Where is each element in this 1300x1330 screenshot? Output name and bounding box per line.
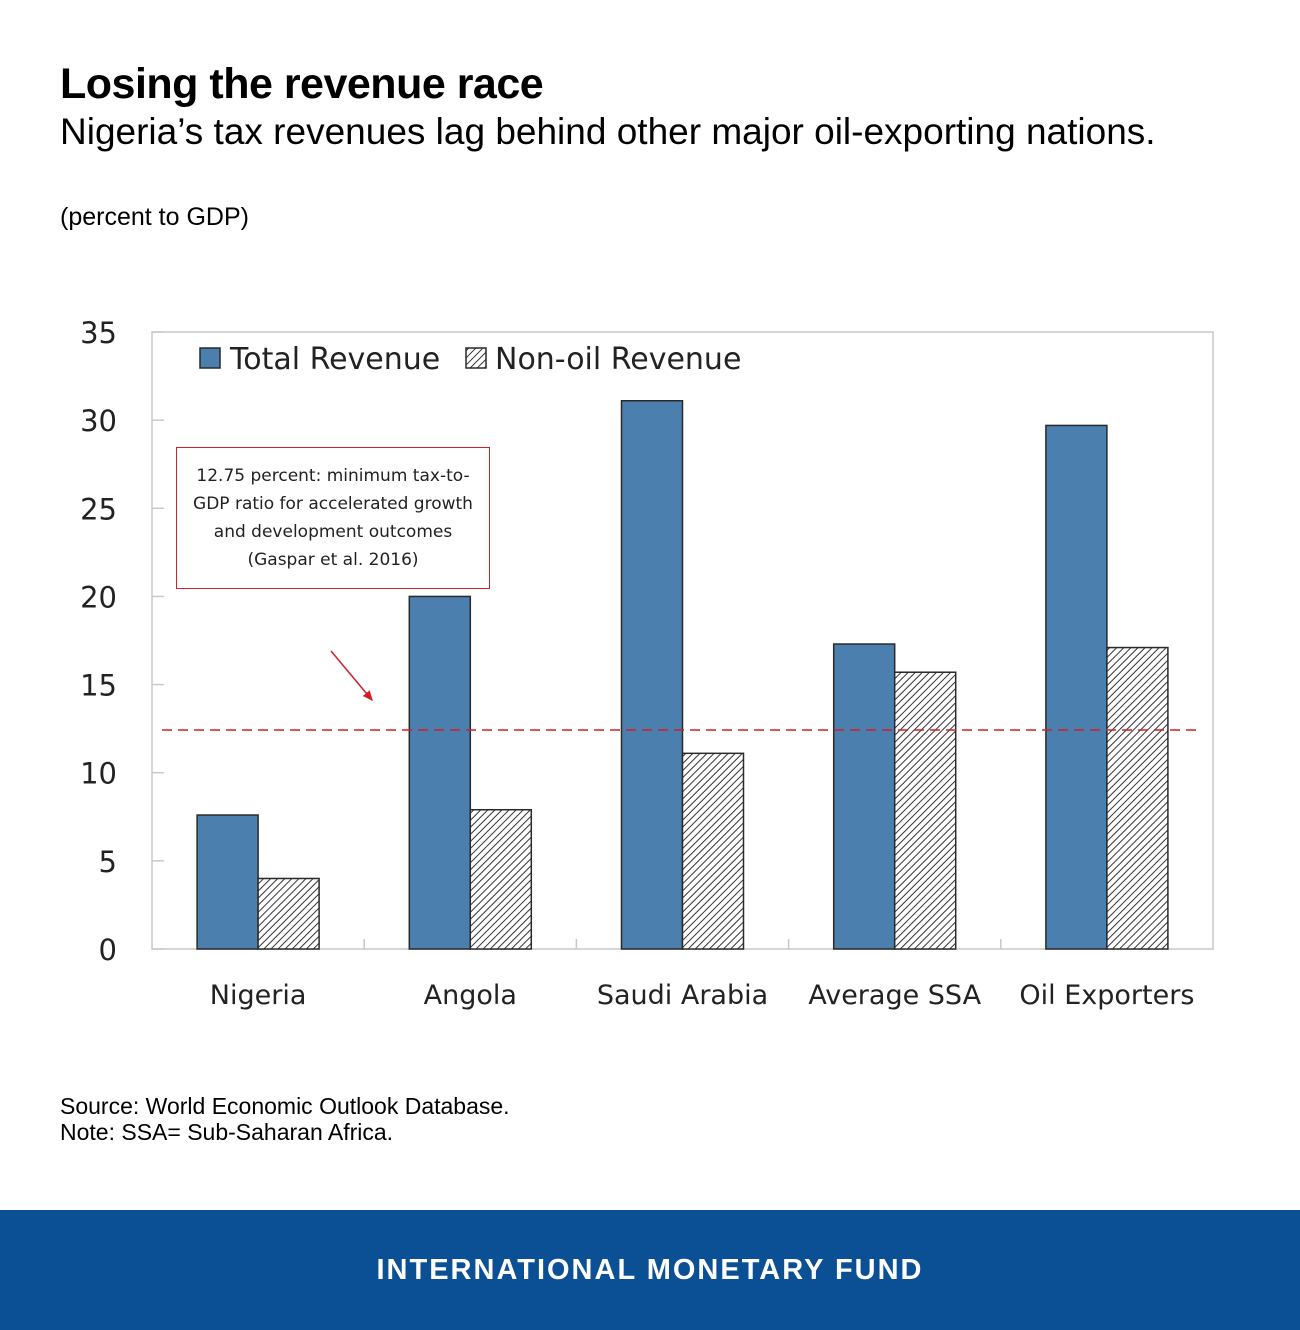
legend-label-total-revenue: Total Revenue [229, 342, 440, 377]
y-tick-label: 25 [80, 492, 117, 526]
bar-total-revenue [620, 400, 684, 950]
x-tick-label: Oil Exporters [1019, 980, 1194, 1011]
imf-banner: INTERNATIONAL MONETARY FUND [0, 1210, 1300, 1330]
footnotes: Source: World Economic Outlook Database.… [60, 1093, 510, 1145]
x-tick-label: Nigeria [210, 980, 307, 1011]
legend-swatch-total-revenue [199, 347, 221, 369]
bar-total-revenue [196, 814, 259, 950]
y-tick-label: 5 [99, 845, 117, 879]
x-tick-label: Saudi Arabia [597, 980, 768, 1011]
bar-non-oil-revenue [893, 671, 957, 950]
legend-label-non-oil-revenue: Non-oil Revenue [495, 342, 741, 377]
annotation-box: 12.75 percent: minimum tax-to-GDP ratio … [176, 447, 490, 589]
y-tick-label: 20 [80, 580, 117, 614]
chart-subtitle: Nigeria’s tax revenues lag behind other … [60, 111, 1156, 152]
bar-total-revenue [408, 595, 472, 950]
imf-brand: INTERNATIONAL MONETARY FUND [376, 1253, 924, 1286]
annotation-arrow-icon [330, 650, 373, 702]
bar-non-oil-revenue [469, 808, 533, 950]
unit-label: (percent to GDP) [60, 203, 249, 231]
y-tick-label: 15 [80, 669, 117, 703]
chart-title: Losing the revenue race [60, 60, 544, 108]
y-tick-label: 10 [80, 757, 117, 791]
ssa-note: Note: SSA= Sub-Saharan Africa. [60, 1119, 394, 1145]
source-note: Source: World Economic Outlook Database. [60, 1093, 510, 1119]
x-tick-label: Average SSA [808, 980, 981, 1011]
y-tick-label: 0 [99, 933, 117, 967]
x-tick-label: Angola [424, 980, 517, 1011]
bar-total-revenue [832, 643, 896, 950]
annotation-text: 12.75 percent: minimum tax-to-GDP ratio … [193, 466, 473, 570]
y-tick-label: 35 [80, 316, 117, 350]
bar-chart: 0 5 10 15 20 25 30 35 Nigeria Angola Saudi Arabia… [80, 316, 1214, 1011]
bar-non-oil-revenue [681, 752, 745, 950]
bar-non-oil-revenue [1106, 646, 1169, 950]
legend-swatch-non-oil-revenue [465, 347, 487, 369]
bar-total-revenue [1045, 424, 1108, 950]
bar-non-oil-revenue [257, 877, 320, 950]
y-tick-label: 30 [80, 404, 117, 438]
